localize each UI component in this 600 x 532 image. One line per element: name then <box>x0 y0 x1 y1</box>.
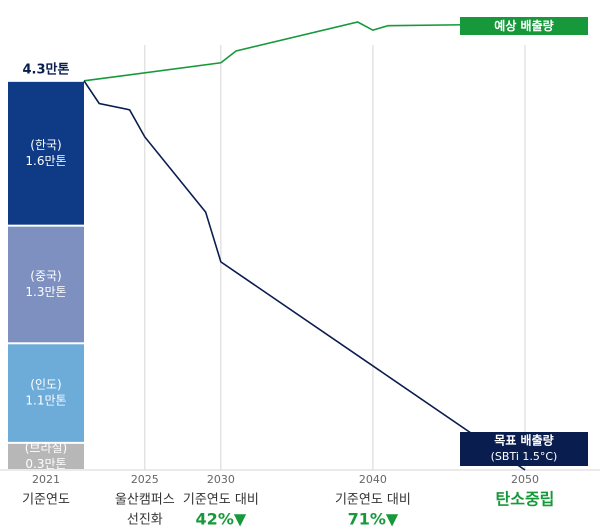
x-tick-label: 2040 <box>359 473 387 486</box>
line-sublabel: (SBTi 1.5°C) <box>491 450 558 463</box>
segment-name: (한국) <box>30 138 61 152</box>
x-annotation-highlight: 42%▼ <box>196 510 247 529</box>
x-annotation-highlight: 71%▼ <box>348 510 399 529</box>
x-annotation: 선진화 <box>127 513 163 528</box>
bar-segment <box>8 344 84 442</box>
segment-value: 1.3만톤 <box>25 285 66 299</box>
bar-segment <box>8 81 84 225</box>
line <box>83 80 526 471</box>
x-annotation: 기준연도 대비 <box>183 493 259 508</box>
segment-name: (인도) <box>30 378 61 392</box>
segment-value: 0.3만톤 <box>25 457 66 471</box>
line-label-box <box>460 432 588 466</box>
x-tick-label: 2030 <box>207 473 235 486</box>
bar-segment <box>8 443 84 469</box>
segment-value: 1.1만톤 <box>25 394 66 408</box>
segment-name: (브라질) <box>25 441 67 455</box>
segment-name: (중국) <box>30 269 61 283</box>
line-label: 목표 배출량 <box>494 433 553 448</box>
line-label: 예상 배출량 <box>494 18 553 33</box>
x-tick-label: 2021 <box>32 473 60 486</box>
line <box>83 21 465 82</box>
x-annotation: 기준연도 <box>22 493 70 508</box>
x-annotation: 기준연도 대비 <box>335 493 411 508</box>
x-tick-label: 2050 <box>511 473 539 486</box>
total-label: 4.3만톤 <box>23 61 70 77</box>
bar-segment <box>8 226 84 343</box>
line-label-box <box>460 17 588 35</box>
x-annotation-highlight: 탄소중립 <box>496 490 555 509</box>
segment-value: 1.6만톤 <box>25 154 66 168</box>
x-tick-label: 2025 <box>131 473 159 486</box>
x-annotation: 울산캠퍼스 <box>115 493 175 508</box>
